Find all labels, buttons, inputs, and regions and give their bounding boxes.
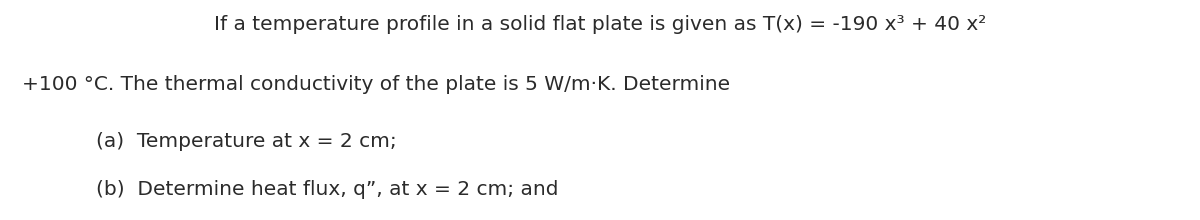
Text: (a)  Temperature at x = 2 cm;: (a) Temperature at x = 2 cm; xyxy=(96,132,397,151)
Text: (b)  Determine heat flux, q”, at x = 2 cm; and: (b) Determine heat flux, q”, at x = 2 cm… xyxy=(96,180,558,199)
Text: If a temperature profile in a solid flat plate is given as T(x) = -190 x³ + 40 x: If a temperature profile in a solid flat… xyxy=(214,15,986,34)
Text: +100 °C. The thermal conductivity of the plate is 5 W/m·K. Determine: +100 °C. The thermal conductivity of the… xyxy=(22,75,730,94)
